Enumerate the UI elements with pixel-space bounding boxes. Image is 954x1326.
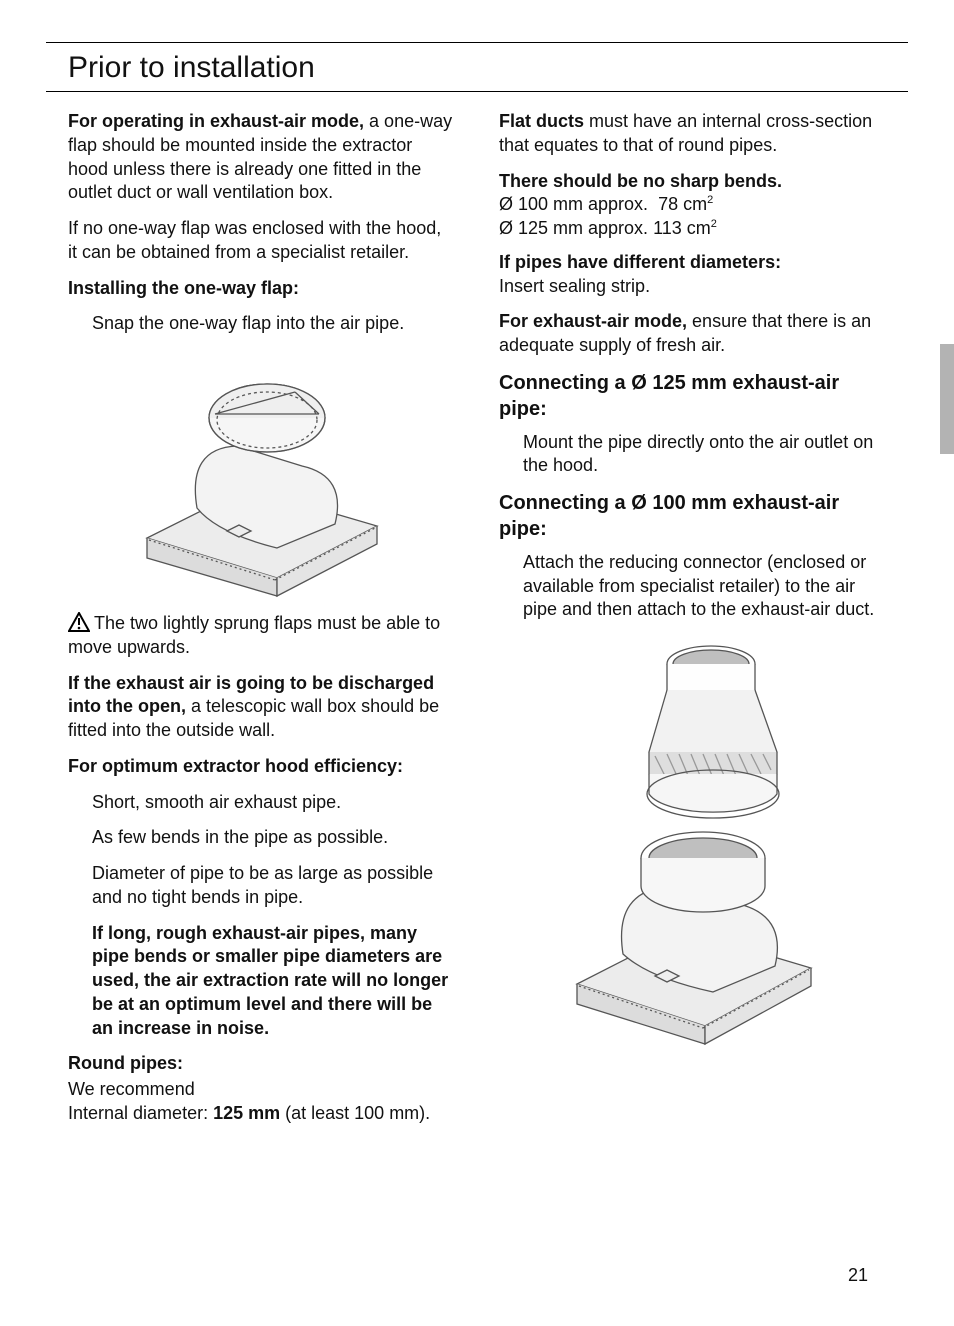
para-discharge-open: If the exhaust air is going to be discha… [68,672,455,743]
bold-run: There should be no sharp bends. [499,171,782,191]
column-right: Flat ducts must have an internal cross-s… [499,110,886,1126]
para-snap-flap: Snap the one-way flap into the air pipe. [68,312,455,336]
rule-bottom [46,91,908,92]
bold-run: For operating in exhaust-air mode, [68,111,369,131]
superscript: 2 [707,194,713,206]
heading-connect-125: Connecting a Ø 125 mm exhaust-air pipe: [499,370,886,423]
dim-row-100: Ø 100 mm approx. 78 cm2 [499,194,713,214]
para-flat-ducts: Flat ducts must have an internal cross-s… [499,110,886,158]
figure-reducing-connector [563,634,823,1054]
para-fresh-air: For exhaust-air mode, ensure that there … [499,310,886,358]
page-number: 21 [848,1265,868,1286]
bullet-few-bends: As few bends in the pipe as possible. [68,826,455,850]
section-title: Prior to installation [68,51,908,85]
para-no-flap: If no one-way flap was enclosed with the… [68,217,455,265]
page-edge-tab [940,344,954,454]
para-round-pipes: Round pipes: [68,1052,455,1076]
text-run: Internal diameter: [68,1103,213,1123]
bold-run: For exhaust-air mode, [499,311,692,331]
bold-run: If pipes have different diameters: [499,252,781,272]
rule-top [46,42,908,43]
bold-run: 125 mm [213,1103,280,1123]
bullet-short-smooth: Short, smooth air exhaust pipe. [68,791,455,815]
para-round-pipes-body: We recommend Internal diameter: 125 mm (… [68,1078,455,1126]
heading-connect-100: Connecting a Ø 100 mm exhaust-air pipe: [499,490,886,543]
bold-run: Round pipes: [68,1053,183,1073]
para-optimum-heading: For optimum extractor hood efficiency: [68,755,455,779]
text-run: Ø 125 mm approx. [499,218,648,238]
figure-hood-flap [127,348,397,598]
bold-run: Installing the one-way flap: [68,278,299,298]
para-install-flap-heading: Installing the one-way flap: [68,277,455,301]
bullet-diameter-large: Diameter of pipe to be as large as possi… [68,862,455,910]
para-block-bold: If long, rough exhaust-air pipes, many p… [68,922,455,1041]
text-run: (at least 100 mm). [280,1103,430,1123]
two-column-body: For operating in exhaust-air mode, a one… [68,110,886,1126]
text-run: 113 cm [648,218,711,238]
para-no-sharp-bends: There should be no sharp bends. Ø 100 mm… [499,170,886,241]
bold-run: Flat ducts [499,111,589,131]
dim-row-125: Ø 125 mm approx. 113 cm2 [499,218,717,238]
text-run: The two lightly sprung flaps must be abl… [68,613,440,657]
text-run: 78 cm [648,194,707,214]
para-diff-diameters: If pipes have different diameters: Inser… [499,251,886,299]
superscript: 2 [711,218,717,230]
para-operating-mode: For operating in exhaust-air mode, a one… [68,110,455,205]
para-connect-100-body: Attach the reducing connector (enclosed … [499,551,886,622]
para-warning: The two lightly sprung flaps must be abl… [68,612,455,660]
text-run: Insert sealing strip. [499,276,650,296]
column-left: For operating in exhaust-air mode, a one… [68,110,455,1126]
text-run: Ø 100 mm approx. [499,194,648,214]
para-connect-125-body: Mount the pipe directly onto the air out… [499,431,886,479]
text-run: We recommend [68,1079,195,1099]
warning-icon [68,612,90,632]
page: Prior to installation For operating in e… [0,0,954,1326]
bold-run: For optimum extractor hood efficiency: [68,756,403,776]
bold-run: If long, rough exhaust-air pipes, many p… [92,923,448,1038]
